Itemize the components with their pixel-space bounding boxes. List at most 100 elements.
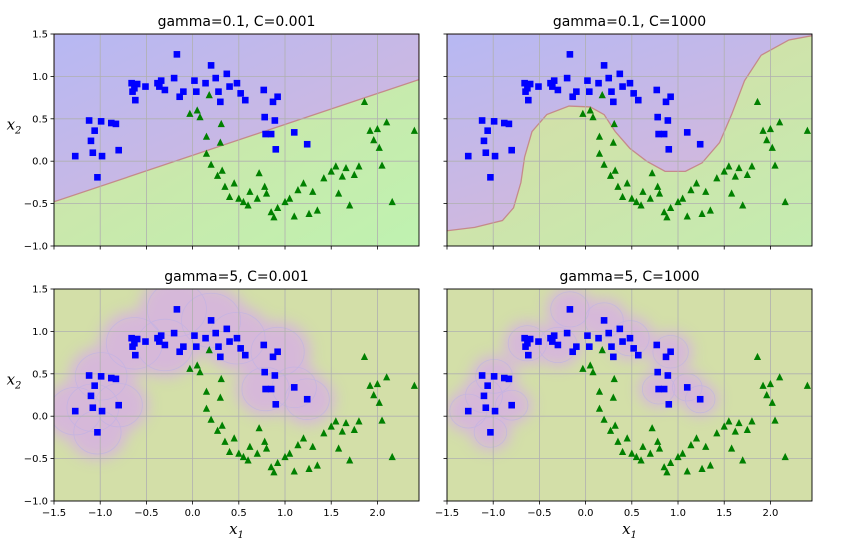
class-a-point [269, 98, 277, 106]
class-a-point [156, 83, 163, 90]
y-tick-label: 1.0 [32, 327, 48, 338]
class-a-point [484, 382, 491, 389]
x-tick-label: 2.0 [369, 508, 385, 519]
class-b-point [687, 186, 695, 194]
class-a-point [241, 96, 249, 104]
class-a-point [128, 79, 135, 87]
class-b-point [646, 449, 654, 457]
class-a-point [112, 120, 120, 128]
class-b-point [739, 456, 747, 464]
class-a-point [584, 77, 591, 84]
class-b-point [618, 447, 627, 456]
class-b-point [655, 189, 664, 197]
class-b-point [225, 447, 234, 456]
class-b-point [255, 169, 263, 177]
class-a-point [630, 345, 637, 352]
panel-1: −1.0 −0.5 0.0 0.5 1.0 1.5 gamma=0.1, C=0.001 x2 [7, 14, 420, 253]
class-b-point [213, 171, 222, 179]
class-a-point [584, 332, 591, 339]
class-b-point [305, 464, 313, 472]
class-b-point [360, 97, 369, 106]
class-b-point [595, 404, 604, 412]
class-a-point [133, 335, 141, 343]
class-b-point [274, 458, 282, 467]
y-tick-label: −1.0 [24, 242, 48, 253]
class-b-point [776, 373, 784, 381]
class-b-point [674, 452, 682, 461]
class-b-point [299, 434, 308, 442]
class-b-point [338, 427, 346, 435]
class-a-point [142, 83, 149, 90]
class-b-point [261, 182, 269, 190]
class-a-point [654, 368, 661, 376]
class-b-point [679, 449, 687, 457]
class-a-point [662, 353, 670, 361]
class-b-point [332, 417, 340, 425]
class-b-point [660, 208, 668, 216]
y-tick-label: −0.5 [24, 199, 48, 210]
class-b-point [683, 212, 691, 220]
class-a-point [142, 338, 149, 345]
class-b-point [683, 467, 691, 475]
class-b-point [286, 449, 294, 457]
class-b-point [216, 393, 224, 401]
class-a-point [85, 372, 93, 379]
class-b-point [632, 197, 641, 206]
x-axis-label: x1 [622, 520, 637, 541]
class-a-point [626, 334, 634, 342]
y-tick-label: 0.5 [32, 369, 48, 380]
class-b-point [663, 468, 671, 476]
class-a-point [563, 329, 571, 337]
class-a-point [626, 79, 634, 87]
class-b-point [674, 197, 682, 206]
class-b-point [706, 206, 714, 214]
class-b-point [294, 186, 302, 194]
class-a-point [500, 374, 508, 382]
class-b-point [290, 467, 298, 475]
class-a-point [569, 93, 576, 101]
class-a-point [569, 348, 576, 356]
class-a-point [226, 338, 233, 345]
class-b-point [253, 449, 261, 457]
class-a-point [586, 88, 593, 95]
class-a-point [683, 129, 691, 136]
class-a-point [490, 118, 498, 125]
class-b-point [639, 442, 647, 450]
class-b-point [270, 468, 278, 476]
class-a-point [696, 140, 704, 148]
class-b-point [261, 437, 269, 445]
decision-region [54, 289, 419, 501]
class-b-point [753, 97, 762, 106]
class-a-point [97, 373, 105, 380]
class-b-point [768, 143, 776, 151]
x-tick-label: −0.5 [134, 508, 158, 519]
class-a-point [487, 429, 494, 436]
class-b-point [355, 162, 363, 170]
class-b-point [692, 179, 701, 187]
class-b-point [274, 203, 282, 212]
class-b-point [350, 170, 358, 178]
class-a-point [491, 152, 499, 160]
class-a-point [161, 86, 169, 94]
class-a-point [303, 395, 311, 403]
class-b-point [614, 437, 622, 445]
y-tick-label: 1.5 [32, 285, 48, 296]
class-a-point [191, 77, 198, 84]
class-b-point [728, 189, 736, 197]
class-b-point [610, 119, 618, 128]
class-a-point [71, 152, 79, 160]
panel-2: gamma=0.1, C=1000 [443, 14, 813, 250]
class-b-point [388, 452, 396, 461]
class-a-point [665, 146, 673, 153]
class-a-point [654, 113, 661, 121]
class-b-point [207, 160, 215, 168]
decision-boundary [449, 291, 716, 448]
class-a-point [191, 332, 198, 339]
class-b-point [305, 209, 313, 217]
class-b-point [759, 381, 767, 389]
class-a-point [573, 343, 580, 350]
class-a-point [71, 407, 79, 415]
class-a-point [667, 93, 674, 101]
panel-title: gamma=5, C=1000 [560, 269, 700, 285]
class-a-point [91, 382, 98, 389]
